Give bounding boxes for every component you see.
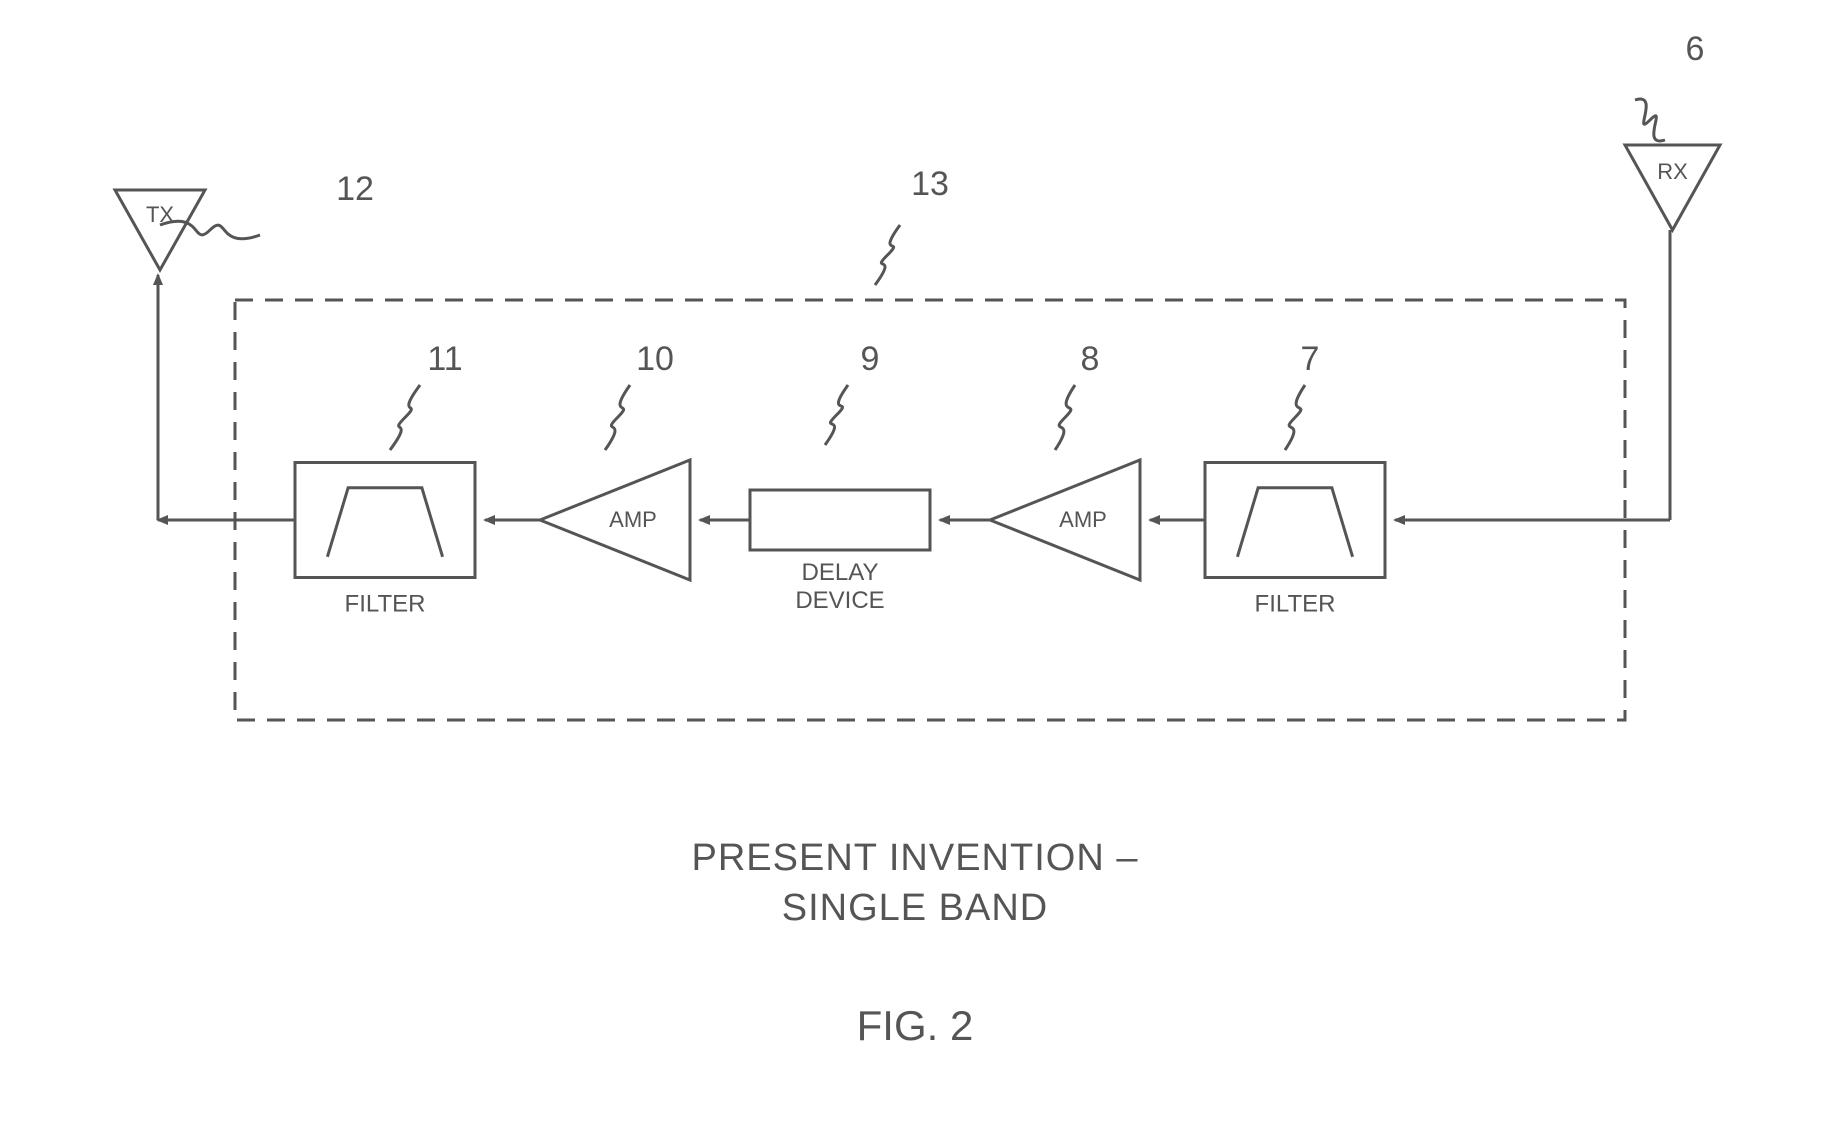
ref-12: 12	[336, 170, 374, 208]
svg-text:AMP: AMP	[1059, 507, 1107, 532]
delay-label-2: DEVICE	[795, 587, 884, 614]
figure-number: FIG. 2	[857, 1002, 974, 1049]
ref-9: 9	[861, 340, 880, 378]
ref-11: 11	[427, 340, 462, 378]
rx-antenna-label: RX	[1657, 159, 1688, 184]
svg-text:AMP: AMP	[609, 507, 657, 532]
ref-7: 7	[1301, 340, 1320, 378]
ref-6: 6	[1686, 30, 1705, 68]
caption-line2: SINGLE BAND	[782, 887, 1049, 929]
caption-line1: PRESENT INVENTION –	[692, 837, 1139, 879]
delay-label-1: DELAY	[802, 559, 879, 586]
ref-10: 10	[636, 340, 674, 378]
ref-13: 13	[911, 165, 949, 203]
filter2-label: FILTER	[345, 591, 426, 618]
filter1-label: FILTER	[1255, 591, 1336, 618]
ref-8: 8	[1081, 340, 1100, 378]
